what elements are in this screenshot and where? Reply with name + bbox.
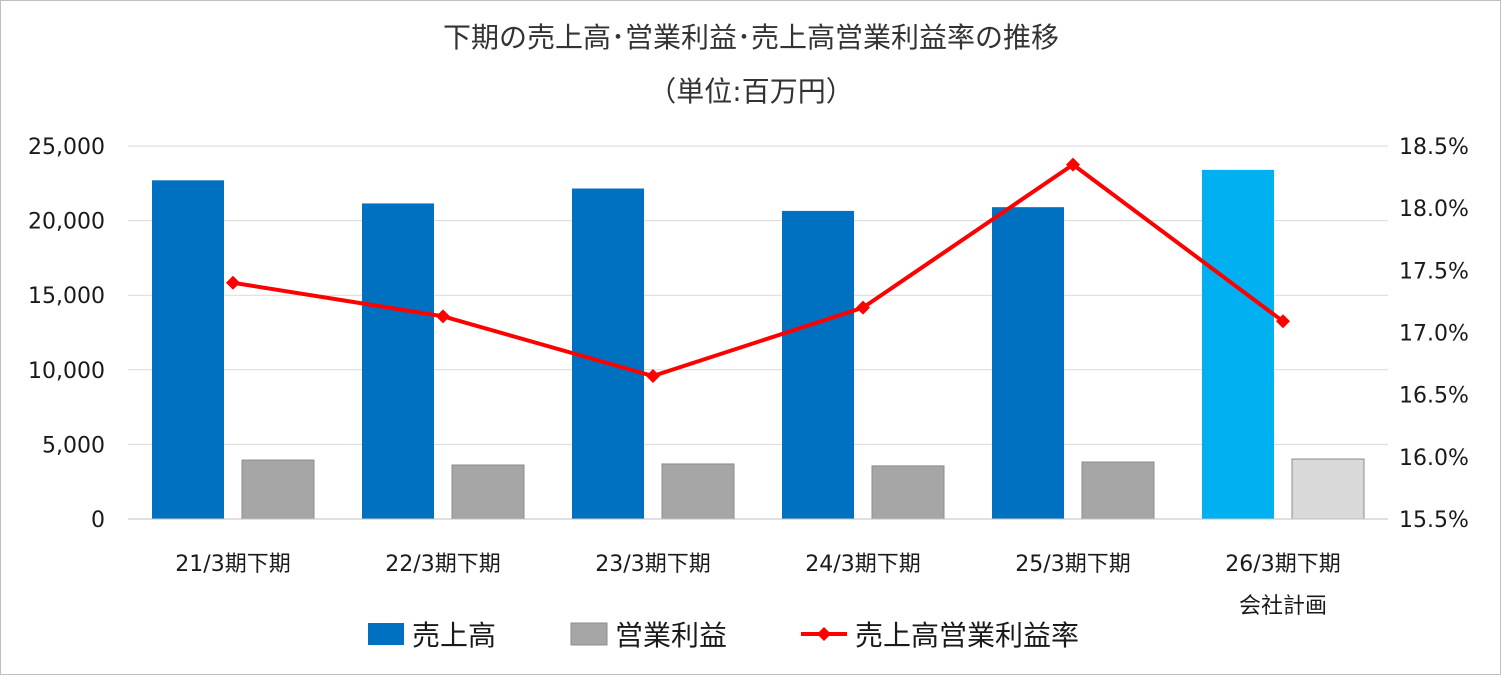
right-tick-label: 18.0% [1399, 197, 1469, 222]
category-label: 23/3期下期 [595, 552, 710, 577]
margin-point [436, 309, 450, 324]
right-tick-label: 16.0% [1399, 446, 1469, 471]
legend-swatch [368, 623, 404, 645]
operating-profit-bar [241, 459, 315, 520]
margin-point [1066, 157, 1080, 172]
category-label: 21/3期下期 [175, 552, 290, 577]
right-tick-label: 16.5% [1399, 384, 1469, 409]
operating-profit-bar [871, 465, 945, 520]
sales-bar [152, 180, 224, 520]
sales-bar [1202, 169, 1274, 519]
left-tick-label: 5,000 [42, 433, 105, 458]
margin-point [856, 300, 870, 315]
right-tick-label: 17.0% [1399, 322, 1469, 347]
legend-label: 売上高 [412, 619, 496, 652]
margin-point [646, 369, 660, 384]
left-axis-ticks: 0 5,000 10,000 15,000 20,000 25,000 [28, 135, 105, 533]
legend: 売上高 営業利益 売上高営業利益率 [368, 619, 1079, 652]
sales-bar [782, 210, 854, 520]
bars-group [152, 169, 1365, 520]
left-tick-label: 20,000 [28, 210, 105, 235]
sales-bar [572, 188, 644, 519]
chart-subtitle: （単位:百万円） [648, 75, 853, 108]
margin-point [226, 275, 240, 290]
legend-label: 売上高営業利益率 [855, 619, 1079, 652]
category-labels: 21/3期下期 22/3期下期 23/3期下期 24/3期下期 25/3期下期 26/3期… [175, 552, 1340, 619]
operating-profit-bar [1081, 461, 1155, 520]
left-tick-label: 0 [91, 508, 105, 533]
left-tick-label: 10,000 [28, 359, 105, 384]
category-label: 24/3期下期 [805, 552, 920, 577]
chart-title: 下期の売上高･営業利益･売上高営業利益率の推移 [443, 21, 1059, 54]
right-axis-ticks: 15.5% 16.0% 16.5% 17.0% 17.5% 18.0% 18.5% [1399, 135, 1469, 533]
right-tick-label: 17.5% [1399, 259, 1469, 284]
sales-bar [992, 207, 1064, 519]
margin-line [232, 162, 1285, 379]
operating-profit-bar [1291, 458, 1365, 520]
left-tick-label: 25,000 [28, 135, 105, 160]
category-label: 会社計画 [1239, 594, 1327, 619]
category-label: 22/3期下期 [385, 552, 500, 577]
gridlines [128, 145, 1388, 445]
category-label: 26/3期下期 [1225, 552, 1340, 577]
legend-swatch-marker [817, 627, 831, 641]
margin-point [1276, 314, 1290, 329]
legend-label: 営業利益 [615, 619, 727, 652]
legend-swatch [570, 622, 608, 646]
operating-profit-bar [451, 464, 525, 520]
left-tick-label: 15,000 [28, 284, 105, 309]
sales-bar [362, 203, 434, 519]
operating-profit-bar [661, 463, 735, 520]
margin-line-group [226, 157, 1290, 384]
category-label: 25/3期下期 [1015, 552, 1130, 577]
right-tick-label: 18.5% [1399, 135, 1469, 160]
right-tick-label: 15.5% [1399, 508, 1469, 533]
